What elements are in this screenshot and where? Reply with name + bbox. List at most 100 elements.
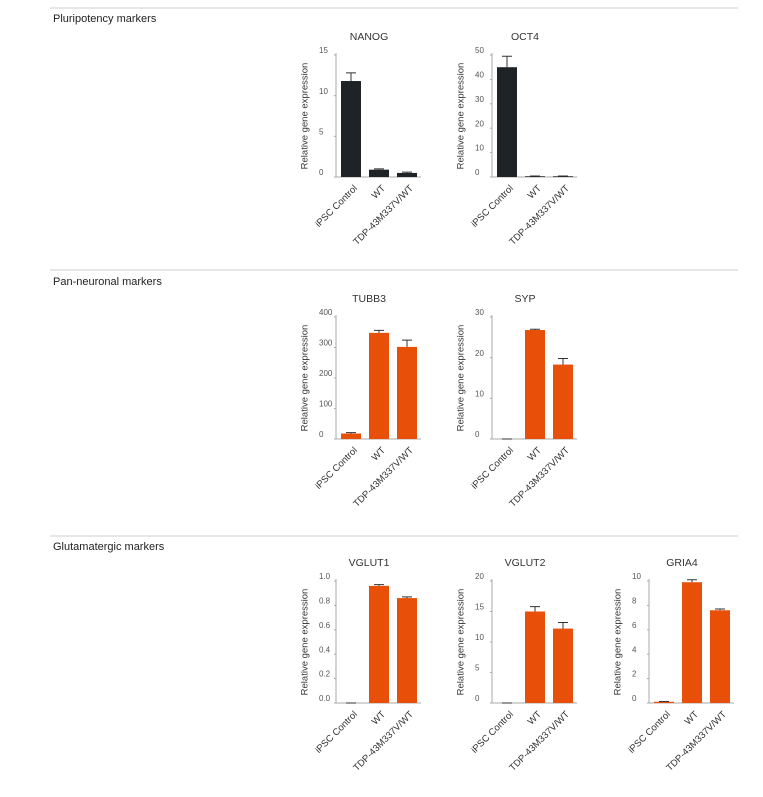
- y-tick-label: 20: [475, 572, 484, 581]
- y-tick-label: 10: [632, 572, 641, 581]
- error-bar: [402, 596, 412, 599]
- chart-title: GRIA4: [666, 557, 698, 569]
- chart-title: NANOG: [350, 31, 389, 43]
- x-tick-label: WT: [683, 709, 701, 727]
- x-tick-label: iPSC Control: [313, 445, 360, 492]
- section-title: Pan-neuronal markers: [53, 276, 162, 288]
- error-bar: [530, 328, 540, 331]
- y-tick-label: 6: [632, 621, 637, 630]
- x-tick-label: iPSC Control: [469, 709, 516, 756]
- x-tick-label: WT: [370, 183, 388, 201]
- x-tick-label: WT: [370, 709, 388, 727]
- y-tick-label: 10: [319, 87, 328, 96]
- x-tick-label: iPSC Control: [313, 709, 360, 756]
- y-tick-label: 8: [632, 597, 637, 606]
- x-tick-label: WT: [526, 183, 544, 201]
- error-bar: [374, 168, 384, 170]
- y-tick-label: 0: [475, 694, 480, 703]
- error-line: [558, 357, 568, 365]
- bar: [497, 67, 517, 177]
- y-tick-label: 10: [475, 633, 484, 642]
- y-tick-label: 4: [632, 645, 637, 654]
- bar: [682, 582, 702, 703]
- y-tick-label: 40: [475, 71, 484, 80]
- bar: [553, 176, 573, 177]
- error-bar: [687, 579, 697, 583]
- error-bar: [530, 606, 540, 612]
- bar: [654, 701, 674, 703]
- error-line: [346, 72, 356, 82]
- chart-title: TUBB3: [352, 293, 386, 305]
- error-line: [374, 584, 384, 586]
- y-tick-label: 0: [475, 430, 480, 439]
- bar: [553, 364, 573, 439]
- error-line: [558, 621, 568, 629]
- section-title: Pluripotency markers: [53, 13, 157, 25]
- error-line: [502, 55, 512, 68]
- error-bar: [558, 621, 568, 629]
- y-tick-label: 0: [319, 168, 324, 177]
- y-axis-label: Relative gene expression: [456, 325, 467, 432]
- y-tick-label: 0.0: [319, 694, 331, 703]
- y-axis-label: Relative gene expression: [300, 589, 311, 696]
- error-line: [715, 608, 725, 611]
- error-line: [402, 339, 412, 347]
- error-bar: [402, 339, 412, 347]
- bar: [397, 346, 417, 439]
- chart-title: OCT4: [511, 31, 539, 43]
- bar: [369, 585, 389, 703]
- y-axis-label: Relative gene expression: [300, 325, 311, 432]
- y-tick-label: 5: [319, 127, 324, 136]
- bar: [369, 169, 389, 177]
- error-line: [346, 432, 356, 434]
- error-bar: [558, 357, 568, 365]
- section-title: Glutamatergic markers: [53, 541, 165, 553]
- y-tick-label: 10: [475, 389, 484, 398]
- y-tick-label: 20: [475, 119, 484, 128]
- y-tick-label: 100: [319, 400, 333, 409]
- x-tick-label: iPSC Control: [626, 709, 673, 756]
- bar: [341, 433, 361, 439]
- y-tick-label: 0.2: [319, 670, 331, 679]
- bar: [525, 330, 545, 439]
- error-bar: [346, 72, 356, 82]
- x-tick-label: iPSC Control: [313, 183, 360, 230]
- y-axis-label: Relative gene expression: [456, 589, 467, 696]
- bar: [369, 332, 389, 439]
- y-tick-label: 0: [475, 168, 480, 177]
- error-bar: [374, 329, 384, 333]
- y-tick-label: 15: [319, 46, 328, 55]
- y-tick-label: 200: [319, 369, 333, 378]
- bar: [525, 176, 545, 177]
- y-tick-label: 0: [319, 430, 324, 439]
- x-tick-label: iPSC Control: [469, 445, 516, 492]
- y-tick-label: 5: [475, 664, 480, 673]
- bar: [341, 81, 361, 177]
- y-tick-label: 0.6: [319, 621, 331, 630]
- y-tick-label: 2: [632, 670, 637, 679]
- bar: [525, 611, 545, 703]
- error-line: [374, 329, 384, 333]
- error-bar: [402, 171, 412, 173]
- chart-title: VGLUT2: [505, 557, 546, 569]
- y-axis-label: Relative gene expression: [613, 589, 624, 696]
- bar: [397, 598, 417, 703]
- bar: [710, 610, 730, 703]
- chart-title: SYP: [514, 293, 535, 305]
- y-tick-label: 20: [475, 349, 484, 358]
- y-tick-label: 10: [475, 144, 484, 153]
- bar: [553, 628, 573, 703]
- error-bar: [715, 608, 725, 611]
- y-tick-label: 50: [475, 46, 484, 55]
- x-tick-label: WT: [526, 709, 544, 727]
- y-tick-label: 300: [319, 339, 333, 348]
- error-line: [530, 328, 540, 331]
- error-bar: [502, 55, 512, 68]
- error-line: [374, 168, 384, 170]
- x-tick-label: WT: [370, 445, 388, 463]
- y-tick-label: 30: [475, 308, 484, 317]
- y-axis-label: Relative gene expression: [300, 63, 311, 170]
- chart-title: VGLUT1: [349, 557, 390, 569]
- bar: [397, 172, 417, 177]
